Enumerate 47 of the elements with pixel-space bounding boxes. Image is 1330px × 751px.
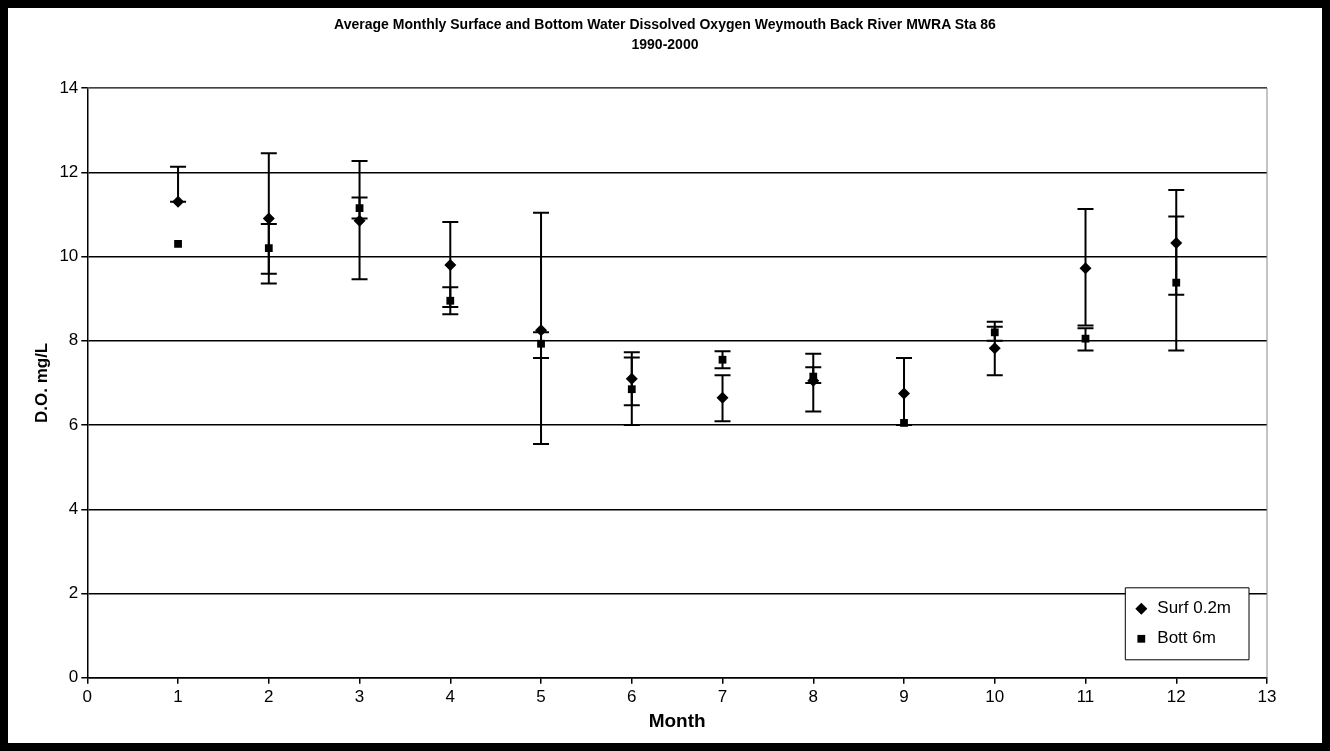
point: [535, 324, 548, 337]
point: [446, 296, 455, 305]
x-tick-label: 7: [717, 686, 728, 706]
point: [716, 391, 729, 404]
legend-label: Surf 0.2m: [1157, 598, 1232, 618]
point: [537, 339, 545, 348]
legend-label: Bott 6m: [1157, 628, 1216, 648]
point: [627, 385, 636, 394]
x-tick-label: 0: [82, 686, 93, 706]
point: [1081, 334, 1090, 343]
point: [990, 328, 999, 337]
point: [1172, 278, 1181, 287]
chart-subtitle: 1990-2000: [630, 35, 700, 54]
point: [1079, 262, 1092, 275]
y-tick-label: 0: [68, 667, 79, 687]
x-axis-title: Month: [648, 709, 706, 731]
point: [444, 258, 457, 271]
x-tick-label: 8: [808, 686, 819, 706]
y-tick-label: 6: [68, 414, 79, 434]
point: [900, 419, 908, 427]
x-tick-label: 10: [985, 686, 1005, 706]
point: [355, 204, 364, 212]
point: [625, 372, 638, 385]
x-tick-label: 12: [1166, 686, 1186, 706]
x-tick-label: 1: [173, 686, 183, 706]
point: [988, 342, 1001, 355]
x-tick-label: 2: [264, 686, 274, 706]
point: [172, 195, 185, 208]
point: [264, 244, 273, 252]
point: [898, 387, 911, 400]
x-tick-label: 4: [445, 686, 456, 706]
y-tick-label: 12: [59, 161, 79, 181]
x-tick-label: 6: [627, 686, 637, 706]
x-tick-label: 11: [1076, 686, 1095, 706]
y-tick-label: 14: [59, 77, 79, 97]
point: [174, 239, 182, 248]
x-tick-label: 13: [1257, 686, 1277, 706]
y-tick-label: 8: [68, 330, 79, 350]
x-tick-label: 3: [354, 686, 365, 706]
x-tick-label: 5: [536, 686, 546, 706]
y-tick-label: 2: [68, 583, 79, 603]
y-tick-label: 4: [68, 498, 79, 518]
y-axis-title: D.O. mg/L: [31, 342, 51, 424]
y-tick-label: 10: [59, 246, 79, 266]
chart-title: Average Monthly Surface and Bottom Water Dissolved Oxygen Weymouth Back River MWRA Sta 86: [333, 15, 997, 34]
x-tick-label: 9: [899, 686, 909, 706]
point: [353, 214, 366, 227]
